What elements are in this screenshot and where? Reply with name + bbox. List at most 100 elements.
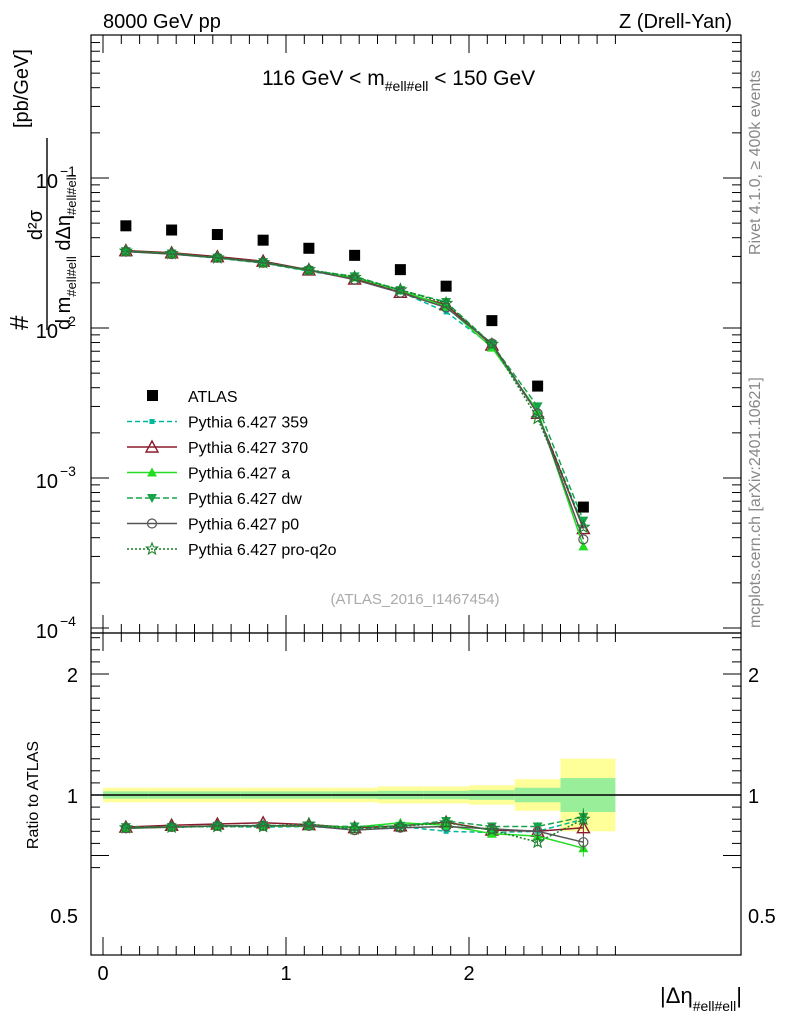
y-tick-4-base: 10 xyxy=(36,621,58,643)
rivet-label: Rivet 4.1.0, ≥ 400k events xyxy=(747,70,764,255)
series-5-point xyxy=(164,246,179,260)
series-5-point xyxy=(118,243,134,258)
legend-marker-4 xyxy=(146,518,158,529)
ratio-series-5-point xyxy=(164,819,179,834)
series-5-point xyxy=(484,336,500,351)
ratio-series-1-point xyxy=(576,820,591,834)
header-left: 8000 GeV pp xyxy=(103,11,221,33)
ratio-series-5-point xyxy=(210,819,225,833)
y-label-hash: # xyxy=(4,315,34,330)
y-label-den-sub1: #ell#ell xyxy=(64,256,79,297)
legend-marker-1 xyxy=(144,439,160,453)
x-label-sub: #ell#ell xyxy=(693,998,737,1014)
main-y-label: # d²σ d m#ell#ell dΔη#ell#ell [pb/GeV] xyxy=(4,49,79,330)
y-tick-label-2: 10 −2 xyxy=(36,313,76,343)
main-panel: 10 −1 10 −2 10 −3 10 −4 116 GeV < m#ell#… xyxy=(36,34,742,643)
atlas-point xyxy=(440,280,452,292)
ratio-y-tick-0-5: 0.5 xyxy=(50,906,78,928)
atlas-point xyxy=(166,224,178,236)
y-label-denominator: d m#ell#ell dΔη#ell#ell xyxy=(53,174,79,330)
main-y-ticks xyxy=(91,42,741,629)
atlas-point xyxy=(394,264,406,276)
ratio-panel: 0.5 1 2 0.5 1 2 Ratio to ATLAS 0 1 2 |Δη… xyxy=(25,632,776,1014)
series-4-point xyxy=(395,287,406,298)
ratio-series-5-point xyxy=(530,834,545,849)
ratio-series-4-point xyxy=(303,820,314,831)
series-5-point xyxy=(210,250,225,264)
ratio-y-tick-right-1: 1 xyxy=(748,786,759,808)
x-tick-1: 1 xyxy=(280,963,291,985)
y-label-den-sub2: #ell#ell xyxy=(64,174,79,215)
main-x-ticks xyxy=(102,35,616,633)
atlas-point xyxy=(211,229,223,241)
series-5-point xyxy=(301,262,317,276)
header-right: Z (Drell-Yan) xyxy=(619,11,732,33)
ratio-series-5-point xyxy=(255,819,271,833)
ratio-uncertainty-bands xyxy=(103,758,616,832)
series-4-point xyxy=(349,274,360,285)
series-5-point xyxy=(438,295,454,310)
ratio-y-label: Ratio to ATLAS xyxy=(25,741,42,849)
ratio-series-5-point xyxy=(576,811,591,826)
series-3-point xyxy=(532,402,543,412)
legend: ATLAS Pythia 6.427 359 Pythia 6.427 370 Pyt… xyxy=(127,389,337,559)
ratio-series-5-point xyxy=(347,821,362,835)
ratio-y-tick-2: 2 xyxy=(67,665,78,687)
y-label-den-b: dΔη xyxy=(53,215,75,256)
atlas-point xyxy=(303,242,315,254)
x-label-b: | xyxy=(736,983,742,1008)
series-5-point xyxy=(530,410,545,425)
x-tick-0: 0 xyxy=(97,963,108,985)
y-tick-2-base: 10 xyxy=(36,321,58,343)
y-tick-label-4: 10 −4 xyxy=(36,613,76,643)
x-label-a: |Δη xyxy=(660,983,693,1008)
series-4-point xyxy=(166,248,177,260)
analysis-id: (ATLAS_2016_I1467454) xyxy=(330,591,499,608)
series-5-point xyxy=(347,269,362,284)
atlas-point xyxy=(349,249,361,261)
atlas-data-points xyxy=(120,220,589,513)
main-series xyxy=(118,243,591,551)
ratio-series-5-point xyxy=(393,819,408,833)
ratio-y-tick-right-0-5: 0.5 xyxy=(748,906,776,928)
cut-label-a: 116 GeV < m xyxy=(262,67,385,90)
legend-label-3: Pythia 6.427 dw xyxy=(188,491,302,508)
legend-marker-5 xyxy=(144,541,160,556)
legend-marker-0 xyxy=(149,419,155,424)
x-axis-label: |Δη#ell#ell| xyxy=(660,983,742,1014)
ratio-series-4-point xyxy=(395,822,406,833)
legend-atlas-label: ATLAS xyxy=(188,389,238,406)
ratio-series-3-point xyxy=(349,822,360,832)
atlas-point xyxy=(532,380,544,392)
atlas-point xyxy=(486,315,498,327)
legend-atlas-marker xyxy=(147,390,158,401)
cut-label: 116 GeV < m#ell#ell < 150 GeV xyxy=(262,67,535,94)
ratio-series-4-point xyxy=(349,824,360,836)
series-5-point xyxy=(393,282,408,296)
legend-label-2: Pythia 6.427 a xyxy=(188,466,290,483)
series-line-5 xyxy=(125,250,585,528)
legend-marker-2 xyxy=(147,467,157,477)
ratio-y-tick-1: 1 xyxy=(67,786,78,808)
x-tick-2: 2 xyxy=(463,963,474,985)
legend-marker-3 xyxy=(147,494,157,503)
ratio-series-5-point xyxy=(438,815,454,829)
y-tick-3-base: 10 xyxy=(36,471,58,493)
atlas-point xyxy=(257,234,269,246)
ratio-y-tick-right-2: 2 xyxy=(748,665,759,687)
ratio-series-5-point xyxy=(118,820,134,834)
atlas-point xyxy=(577,501,589,513)
ratio-series-5-point xyxy=(484,822,500,837)
y-label-den-a: d m xyxy=(53,297,75,330)
y-label-unit: [pb/GeV] xyxy=(11,49,33,128)
cut-label-sub: #ell#ell xyxy=(385,78,429,94)
ratio-series xyxy=(118,808,591,857)
series-5-point xyxy=(255,255,271,269)
y-tick-1-exp: −1 xyxy=(60,163,76,179)
ratio-x-ticks xyxy=(102,633,616,955)
y-tick-label-3: 10 −3 xyxy=(36,463,76,493)
ratio-frame xyxy=(90,632,742,956)
ratio-series-4-point xyxy=(441,821,452,832)
